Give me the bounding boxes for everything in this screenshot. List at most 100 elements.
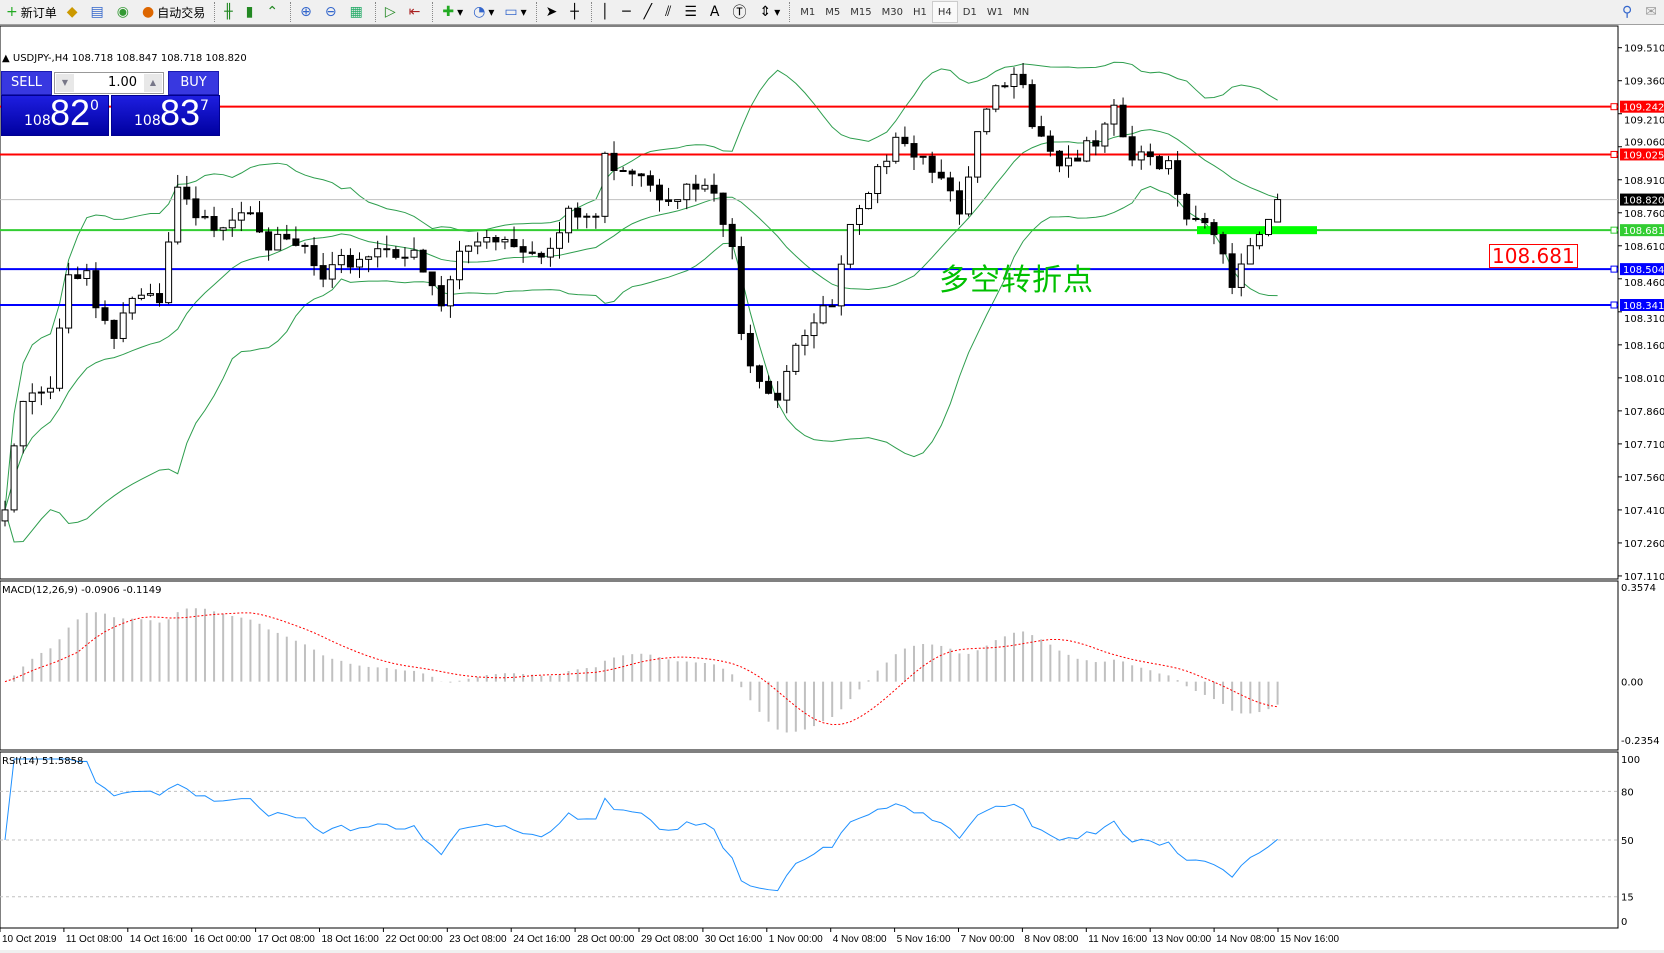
- candle[interactable]: [65, 262, 73, 334]
- timeframe-mn[interactable]: MN: [1013, 6, 1030, 18]
- candle[interactable]: [1001, 82, 1009, 89]
- candle[interactable]: [1183, 192, 1191, 226]
- text-label-tool[interactable]: Ⓣ: [728, 1, 753, 23]
- candle[interactable]: [1055, 150, 1063, 173]
- vertical-line-tool[interactable]: │: [597, 1, 616, 23]
- candle[interactable]: [710, 173, 718, 202]
- candle[interactable]: [892, 132, 900, 164]
- candle[interactable]: [483, 230, 491, 249]
- candle[interactable]: [183, 175, 191, 205]
- buy-price[interactable]: 108 83 7: [111, 92, 220, 136]
- candle[interactable]: [955, 181, 963, 225]
- candle[interactable]: [456, 240, 463, 290]
- candle[interactable]: [728, 218, 736, 260]
- candle[interactable]: [410, 237, 418, 260]
- candle[interactable]: [946, 171, 954, 202]
- candle[interactable]: [519, 239, 527, 263]
- candle[interactable]: [1246, 237, 1254, 265]
- candle[interactable]: [865, 191, 873, 210]
- autoscroll-button[interactable]: ▷: [381, 1, 403, 23]
- candle[interactable]: [1228, 243, 1236, 295]
- candle[interactable]: [992, 84, 1000, 113]
- candle[interactable]: [855, 204, 863, 235]
- candle[interactable]: [828, 299, 836, 308]
- timeframe-m15[interactable]: M15: [850, 6, 872, 18]
- candle[interactable]: [174, 174, 182, 245]
- candle[interactable]: [910, 135, 918, 171]
- candle[interactable]: [1219, 231, 1227, 264]
- candle[interactable]: [1119, 97, 1127, 138]
- candle[interactable]: [1, 500, 9, 527]
- candle[interactable]: [1128, 125, 1136, 167]
- candle[interactable]: [574, 202, 582, 230]
- candle[interactable]: [292, 226, 300, 247]
- candle[interactable]: [283, 224, 291, 241]
- candle[interactable]: [337, 248, 345, 274]
- candle[interactable]: [937, 159, 945, 180]
- candle[interactable]: [719, 192, 727, 237]
- crosshair-tool[interactable]: ┼: [566, 1, 585, 23]
- candle[interactable]: [874, 163, 882, 204]
- candle[interactable]: [546, 237, 554, 267]
- candle[interactable]: [819, 295, 827, 325]
- candle[interactable]: [1065, 145, 1073, 178]
- trendline-tool[interactable]: ╱: [640, 1, 659, 23]
- sell-price[interactable]: 108 82 0: [1, 92, 109, 136]
- lot-size-input[interactable]: ▼ 1.00 ▲: [54, 72, 164, 94]
- bar-chart-button[interactable]: ╫: [220, 1, 239, 23]
- candle[interactable]: [474, 232, 482, 255]
- candle[interactable]: [428, 271, 436, 296]
- candle[interactable]: [1210, 219, 1218, 245]
- candle[interactable]: [92, 262, 100, 319]
- candle[interactable]: [465, 245, 473, 264]
- candle[interactable]: [1019, 63, 1027, 89]
- candle[interactable]: [619, 166, 627, 172]
- candle[interactable]: [446, 275, 454, 318]
- candle[interactable]: [501, 236, 509, 250]
- candle[interactable]: [137, 288, 145, 301]
- timeframe-m5[interactable]: M5: [825, 6, 841, 18]
- candle[interactable]: [555, 221, 563, 259]
- auto-trading-button[interactable]: ● 自动交易: [138, 1, 209, 23]
- candle[interactable]: [319, 253, 327, 288]
- candle[interactable]: [1274, 193, 1282, 223]
- candle[interactable]: [328, 251, 336, 288]
- candle[interactable]: [28, 383, 36, 415]
- candle[interactable]: [210, 206, 218, 238]
- candle[interactable]: [792, 342, 800, 375]
- candle[interactable]: [301, 242, 309, 254]
- chart-shift-button[interactable]: ⇤: [405, 1, 428, 23]
- candle[interactable]: [346, 248, 354, 274]
- candle[interactable]: [1046, 130, 1054, 157]
- account-history-button[interactable]: ▤: [87, 1, 111, 23]
- candle[interactable]: [201, 209, 209, 220]
- candle[interactable]: [10, 443, 18, 513]
- candle[interactable]: [128, 296, 136, 320]
- candle[interactable]: [774, 381, 782, 409]
- candle[interactable]: [637, 173, 645, 187]
- candle[interactable]: [1201, 212, 1209, 229]
- candle[interactable]: [537, 251, 545, 265]
- buy-button[interactable]: BUY: [168, 71, 219, 95]
- candle[interactable]: [692, 174, 700, 202]
- candle[interactable]: [701, 178, 709, 192]
- candle[interactable]: [1083, 136, 1091, 163]
- templates-button[interactable]: ▭ ▾: [504, 4, 527, 20]
- chart-window[interactable]: 109.510 109.360 109.210 109.060 108.910 108.7…: [0, 25, 1664, 950]
- candle[interactable]: [765, 375, 773, 395]
- horizontal-line-tool[interactable]: ─: [618, 1, 637, 23]
- candle[interactable]: [146, 283, 154, 297]
- chat-button[interactable]: ✉: [1641, 1, 1664, 23]
- zoom-out-button[interactable]: ⊖: [321, 1, 344, 23]
- lot-decrease-button[interactable]: ▼: [56, 74, 74, 92]
- signals-button[interactable]: ◉: [113, 1, 136, 23]
- candle-chart-button[interactable]: ▮: [242, 1, 261, 23]
- candle[interactable]: [883, 154, 891, 175]
- candle[interactable]: [19, 400, 27, 454]
- indicators-button[interactable]: ✚ ▾: [442, 4, 464, 20]
- candle[interactable]: [737, 236, 745, 341]
- candle[interactable]: [1155, 154, 1163, 170]
- candle[interactable]: [665, 187, 673, 206]
- timeframe-m30[interactable]: M30: [881, 6, 903, 18]
- candle[interactable]: [919, 155, 927, 165]
